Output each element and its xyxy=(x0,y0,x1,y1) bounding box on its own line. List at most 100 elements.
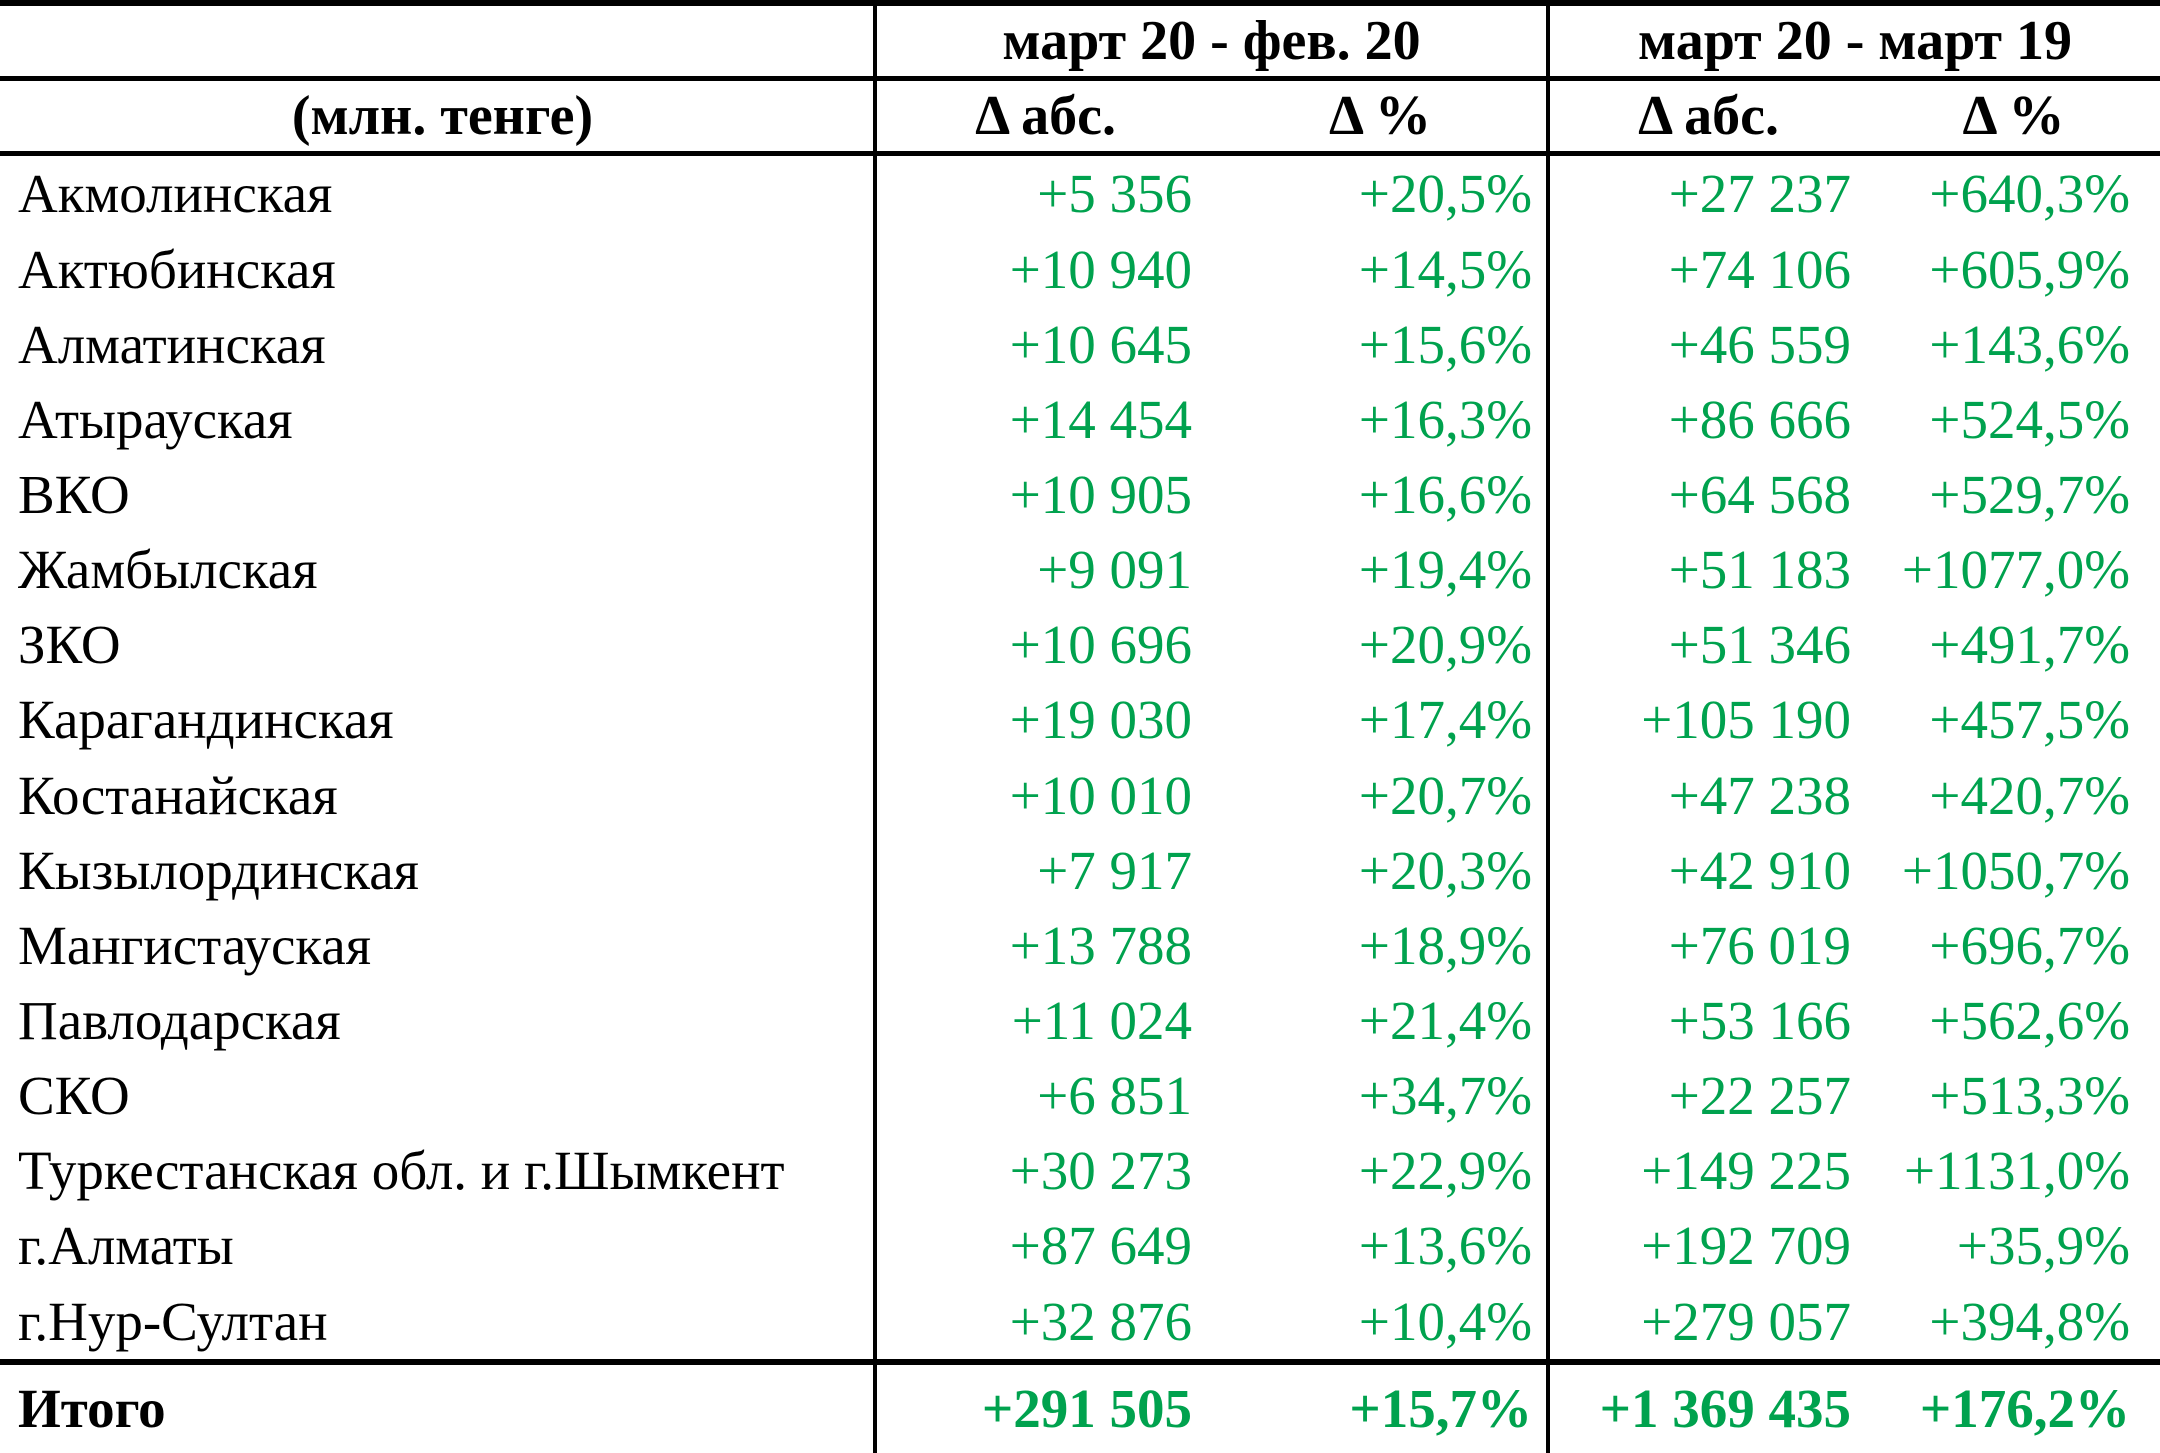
mom-abs-cell: +11 024 xyxy=(873,982,1214,1058)
yoy-pct-cell: +562,6% xyxy=(1929,989,2131,1051)
period-header-yoy: март 20 - март 19 xyxy=(1546,3,2160,82)
mom-pct-cell: +18,9% xyxy=(1358,914,1533,976)
total-mom-pct-cell: +15,7% xyxy=(1214,1358,1549,1453)
yoy-pct-cell: +640,3% xyxy=(1929,163,2131,225)
corner-cell xyxy=(0,3,875,82)
mom-abs-cell: +10 940 xyxy=(873,231,1214,307)
mom-abs-cell: +10 010 xyxy=(873,757,1214,833)
yoy-pct-cell: +696,7% xyxy=(1929,914,2131,976)
table-row: ЗКО +10 696 +20,9% +51 346 +491,7% xyxy=(0,607,2160,683)
yoy-abs-cell: +192 709 xyxy=(1546,1208,1868,1284)
table-row: Жамбылская +9 091 +19,4% +51 183 +1077,0… xyxy=(0,532,2160,608)
mom-abs-cell: +10 696 xyxy=(873,607,1214,683)
yoy-abs-cell: +51 346 xyxy=(1546,607,1868,683)
mom-abs-cell: +30 273 xyxy=(873,1133,1214,1209)
yoy-abs-cell: +27 237 xyxy=(1546,153,1868,232)
mom-abs-cell: +13 788 xyxy=(873,907,1214,983)
yoy-pct-cell: +529,7% xyxy=(1929,463,2131,525)
region-cell: Кызылординская xyxy=(18,839,419,901)
mom-abs-cell: +10 645 xyxy=(873,306,1214,382)
yoy-pct-cell: +143,6% xyxy=(1929,313,2131,375)
yoy-abs-cell: +74 106 xyxy=(1546,231,1868,307)
yoy-pct-cell: +420,7% xyxy=(1929,764,2131,826)
region-cell: Жамбылская xyxy=(18,539,318,601)
period-header-mom: март 20 - фев. 20 xyxy=(872,3,1549,82)
yoy-abs-cell: +86 666 xyxy=(1546,381,1868,457)
total-label: Итого xyxy=(0,1358,875,1453)
mom-pct-cell: +14,5% xyxy=(1358,238,1533,300)
period-header-row: март 20 - фев. 20 март 20 - март 19 xyxy=(0,3,2160,82)
mom-pct-cell: +20,5% xyxy=(1358,163,1533,225)
mom-pct-cell: +21,4% xyxy=(1358,989,1533,1051)
mom-abs-cell: +10 905 xyxy=(873,456,1214,533)
total-row: Итого +291 505 +15,7% +1 369 435 +176,2% xyxy=(0,1358,2160,1453)
table-row: Актюбинская +10 940 +14,5% +74 106 +605,… xyxy=(0,231,2160,307)
mom-pct-cell: +20,7% xyxy=(1358,764,1533,826)
table-row: Павлодарская +11 024 +21,4% +53 166 +562… xyxy=(0,982,2160,1058)
mom-pct-cell: +22,9% xyxy=(1358,1140,1533,1202)
yoy-abs-cell: +279 057 xyxy=(1546,1283,1868,1362)
yoy-abs-cell: +105 190 xyxy=(1546,682,1868,758)
yoy-pct-cell: +394,8% xyxy=(1929,1290,2131,1352)
region-cell: Акмолинская xyxy=(18,163,333,225)
region-cell: г.Нур-Султан xyxy=(18,1290,328,1352)
table-row: Мангистауская +13 788 +18,9% +76 019 +69… xyxy=(0,907,2160,983)
yoy-abs-cell: +46 559 xyxy=(1546,306,1868,382)
table-row: Карагандинская +19 030 +17,4% +105 190 +… xyxy=(0,682,2160,758)
mom-pct-cell: +15,6% xyxy=(1358,313,1533,375)
yoy-abs-cell: +42 910 xyxy=(1546,832,1868,908)
yoy-pct-cell: +457,5% xyxy=(1929,689,2131,751)
region-cell: ВКО xyxy=(18,463,130,525)
table-row: г.Алматы +87 649 +13,6% +192 709 +35,9% xyxy=(0,1208,2160,1284)
yoy-abs-cell: +22 257 xyxy=(1546,1058,1868,1134)
table-row: Акмолинская +5 356 +20,5% +27 237 +640,3… xyxy=(0,153,2160,232)
table-row: Алматинская +10 645 +15,6% +46 559 +143,… xyxy=(0,306,2160,382)
yoy-pct-cell: +491,7% xyxy=(1929,614,2131,676)
region-cell: Алматинская xyxy=(18,313,326,375)
mom-pct-cell: +16,3% xyxy=(1358,388,1533,450)
table-row: Костанайская +10 010 +20,7% +47 238 +420… xyxy=(0,757,2160,833)
mom-pct-header: Δ % xyxy=(1214,78,1549,157)
region-cell: Карагандинская xyxy=(18,689,394,751)
unit-label: (млн. тенге) xyxy=(0,78,875,157)
region-cell: Костанайская xyxy=(18,764,338,826)
mom-pct-cell: +16,6% xyxy=(1358,463,1533,525)
mom-pct-cell: +20,3% xyxy=(1358,839,1533,901)
yoy-pct-cell: +1077,0% xyxy=(1901,539,2131,601)
mom-pct-cell: +10,4% xyxy=(1358,1290,1533,1352)
yoy-pct-cell: +1131,0% xyxy=(1903,1140,2131,1202)
mom-pct-cell: +19,4% xyxy=(1358,539,1533,601)
region-cell: г.Алматы xyxy=(18,1215,234,1277)
total-yoy-pct-cell: +176,2% xyxy=(1867,1358,2160,1453)
mom-abs-cell: +32 876 xyxy=(873,1283,1214,1362)
table-row: СКО +6 851 +34,7% +22 257 +513,3% xyxy=(0,1058,2160,1134)
mom-abs-cell: +7 917 xyxy=(873,832,1214,908)
yoy-pct-cell: +605,9% xyxy=(1929,238,2131,300)
mom-abs-header: Δ абс. xyxy=(873,78,1214,157)
table-row: Кызылординская +7 917 +20,3% +42 910 +10… xyxy=(0,832,2160,908)
yoy-abs-cell: +53 166 xyxy=(1546,982,1868,1058)
region-cell: Мангистауская xyxy=(18,914,371,976)
yoy-pct-cell: +524,5% xyxy=(1929,388,2131,450)
yoy-pct-cell: +1050,7% xyxy=(1901,839,2131,901)
total-mom-abs-cell: +291 505 xyxy=(873,1358,1214,1453)
yoy-abs-cell: +51 183 xyxy=(1546,532,1868,608)
yoy-abs-cell: +76 019 xyxy=(1546,907,1868,983)
table-row: Атырауская +14 454 +16,3% +86 666 +524,5… xyxy=(0,381,2160,457)
mom-abs-cell: +19 030 xyxy=(873,682,1214,758)
mom-abs-cell: +87 649 xyxy=(873,1208,1214,1284)
mom-pct-cell: +20,9% xyxy=(1358,614,1533,676)
yoy-pct-cell: +35,9% xyxy=(1956,1215,2131,1277)
mom-abs-cell: +9 091 xyxy=(873,532,1214,608)
yoy-abs-cell: +149 225 xyxy=(1546,1133,1868,1209)
sub-header-row: (млн. тенге) Δ абс. Δ % Δ абс. Δ % xyxy=(0,78,2160,157)
yoy-pct-header: Δ % xyxy=(1867,78,2160,157)
mom-pct-cell: +34,7% xyxy=(1358,1065,1533,1127)
total-yoy-abs-cell: +1 369 435 xyxy=(1546,1358,1868,1453)
region-cell: Туркестанская обл. и г.Шымкент xyxy=(18,1140,785,1202)
yoy-pct-cell: +513,3% xyxy=(1929,1065,2131,1127)
mom-pct-cell: +17,4% xyxy=(1358,689,1533,751)
mom-abs-cell: +6 851 xyxy=(873,1058,1214,1134)
yoy-abs-cell: +64 568 xyxy=(1546,456,1868,533)
